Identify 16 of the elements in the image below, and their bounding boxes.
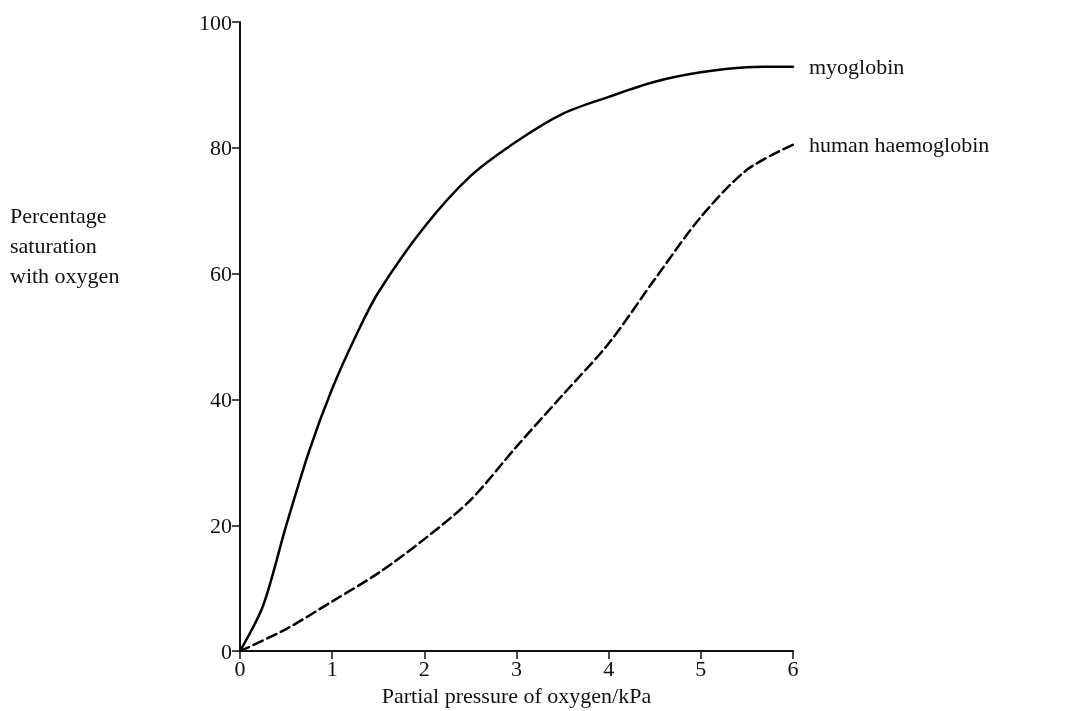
x-tick-label: 1	[326, 655, 338, 681]
series-label: human haemoglobin	[809, 132, 990, 158]
series-label: myoglobin	[809, 54, 905, 80]
y-tick-label: 80	[210, 135, 232, 161]
y-tick-label: 20	[210, 512, 232, 538]
x-tick-label: 5	[695, 655, 707, 681]
y-tick-label: 100	[199, 9, 232, 35]
x-tick-label: 2	[418, 655, 430, 681]
y-tick-label: 40	[210, 386, 232, 412]
y-axis-title: Percentage saturation with oxygen	[10, 202, 120, 288]
y-tick-label: 0	[221, 638, 232, 664]
y-tick-label: 60	[210, 261, 232, 287]
x-tick-label: 3	[511, 655, 522, 681]
x-tick-label: 6	[787, 655, 799, 681]
x-tick-label: 4	[603, 655, 615, 681]
x-axis-title: Partial pressure of oxygen/kPa	[381, 682, 652, 708]
